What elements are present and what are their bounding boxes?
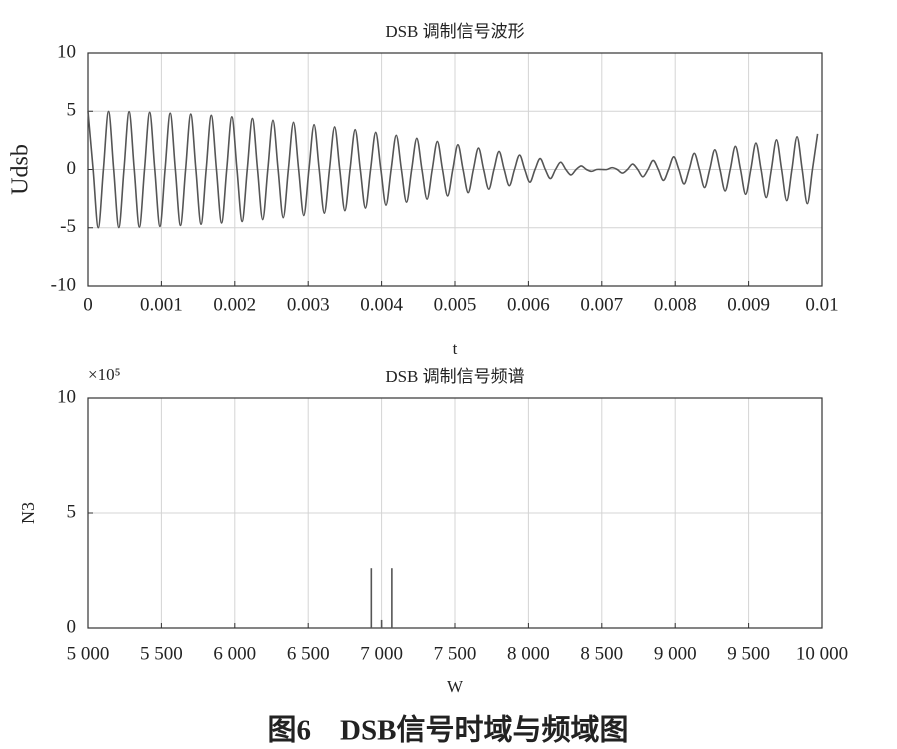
x-tick-label: 5 500 (140, 643, 183, 664)
x-tick-label: 9 000 (654, 643, 697, 664)
x-tick-label: 0.007 (580, 294, 623, 315)
plot-frame (87, 397, 823, 629)
x-tick-label: 6 500 (287, 643, 330, 664)
y-tick-label: 5 (67, 100, 77, 121)
x-tick-label: 6 000 (213, 643, 256, 664)
x-tick-label: 7 000 (360, 643, 403, 664)
chart-title: DSB 调制信号波形 (385, 22, 524, 41)
y-tick-label: -10 (51, 274, 76, 295)
y-tick-label: 10 (57, 386, 76, 407)
x-tick-label: 0.009 (727, 294, 770, 315)
y-axis-label: N3 (18, 502, 38, 524)
x-tick-label: 0.005 (434, 294, 477, 315)
waveform-line (87, 110, 819, 229)
x-tick-label: 0.003 (287, 294, 330, 315)
y-tick-label: -5 (60, 216, 76, 237)
x-tick-label: 7 500 (434, 643, 477, 664)
figure-caption: 图6 DSB信号时域与频域图 (268, 714, 629, 747)
x-tick-label: 0.002 (213, 294, 256, 315)
x-tick-label: 8 000 (507, 643, 550, 664)
x-tick-label: 0.006 (507, 294, 550, 315)
y-tick-label: 5 (67, 501, 77, 522)
x-tick-label: 0.001 (140, 294, 183, 315)
y-tick-label: 10 (57, 41, 76, 62)
x-tick-label: 10 000 (796, 643, 848, 664)
plot-frame (87, 52, 823, 287)
y-scale-label: ×10⁵ (88, 365, 121, 384)
y-axis-label: Udsb (8, 144, 34, 195)
chart-title: DSB 调制信号频谱 (385, 367, 524, 386)
x-axis-label: t (453, 339, 458, 358)
y-tick-label: 0 (67, 158, 77, 179)
x-tick-label: 0 (83, 294, 93, 315)
x-tick-label: 9 500 (727, 643, 770, 664)
x-tick-label: 0.01 (805, 294, 838, 315)
x-tick-label: 5 000 (67, 643, 110, 664)
x-axis-label: W (447, 677, 464, 696)
x-tick-label: 0.008 (654, 294, 697, 315)
x-tick-label: 0.004 (360, 294, 403, 315)
y-tick-label: 0 (67, 616, 77, 637)
x-tick-label: 8 500 (580, 643, 623, 664)
